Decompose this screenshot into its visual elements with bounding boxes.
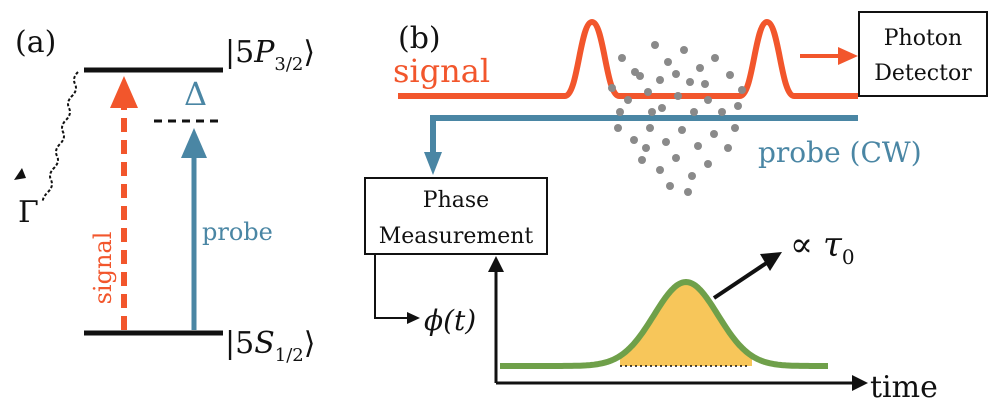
- atom-dot: [630, 136, 638, 144]
- atom-dot: [711, 54, 719, 62]
- probe-beam: [430, 115, 858, 155]
- atom-dot: [616, 108, 624, 116]
- atom-dot: [696, 64, 704, 72]
- atom-dot: [686, 78, 694, 86]
- atom-dot: [710, 130, 718, 138]
- detector-label-line1: Photon: [884, 26, 962, 51]
- atom-cloud: [608, 41, 746, 196]
- atom-dot: [684, 188, 692, 196]
- atom-dot: [614, 124, 622, 132]
- atom-dot: [664, 58, 672, 66]
- phi-label: ϕ(t): [424, 304, 476, 337]
- atom-dot: [726, 71, 734, 79]
- decay-wavy-line: [41, 71, 79, 203]
- time-axis-label: time: [870, 370, 938, 405]
- upper-level-label: |5P3/2⟩: [225, 35, 315, 75]
- atom-dot: [642, 144, 650, 152]
- atom-dot: [701, 80, 709, 88]
- atom-dot: [694, 142, 702, 150]
- atom-dot: [738, 86, 746, 94]
- tau-label: ∝ τ0: [790, 225, 855, 269]
- panel-b-label: (b): [398, 21, 441, 56]
- atom-dot: [648, 108, 656, 116]
- atom-dot: [624, 96, 632, 104]
- photon-detector-box: Photon Detector: [858, 11, 988, 97]
- atom-dot: [662, 138, 670, 146]
- probe-beam-arrowhead: [424, 152, 442, 175]
- probe-transition-label: probe: [202, 218, 273, 246]
- atom-dot: [644, 88, 652, 96]
- detector-label-line2: Detector: [874, 61, 972, 86]
- phase-pulse-fill: [620, 282, 752, 366]
- atom-dot: [718, 108, 726, 116]
- decay-arrowhead: [14, 168, 26, 180]
- atom-dot: [734, 102, 742, 110]
- plot-x-axis-arrowhead: [852, 375, 868, 391]
- phase-output-arrowhead: [407, 312, 420, 324]
- atom-dot: [704, 96, 712, 104]
- atom-dot: [656, 166, 664, 174]
- atom-dot: [731, 124, 739, 132]
- signal-transition-label: signal: [89, 232, 117, 305]
- atom-dot: [672, 154, 680, 162]
- probe-arrowhead: [181, 128, 207, 158]
- detuning-symbol: Δ: [184, 75, 207, 113]
- atom-dot: [672, 70, 680, 78]
- decay-symbol: Γ: [18, 195, 39, 230]
- tau-pointer-arrowhead: [760, 252, 782, 271]
- probe-beam-label: probe (CW): [758, 136, 922, 169]
- phase-pulse-curve: [499, 279, 829, 369]
- signal-to-detector-arrowhead: [838, 47, 858, 65]
- atom-dot: [678, 126, 686, 134]
- atom-dot: [618, 54, 626, 62]
- phase-measurement-box: Phase Measurement: [364, 177, 548, 255]
- atom-dot: [608, 84, 616, 92]
- signal-beam-label: signal: [393, 52, 490, 90]
- atom-dot: [680, 46, 688, 54]
- signal-arrowhead: [110, 76, 138, 108]
- atom-dot: [688, 172, 696, 180]
- atom-dot: [651, 41, 659, 49]
- atom-dot: [704, 160, 712, 168]
- atom-dot: [690, 108, 698, 116]
- lower-level-label: |5S1/2⟩: [225, 326, 315, 366]
- atom-dot: [724, 144, 732, 152]
- phase-output-connector: [374, 254, 410, 319]
- atom-dot: [646, 124, 654, 132]
- atom-dot: [638, 156, 646, 164]
- atom-dot: [658, 104, 666, 112]
- panel-a-label: (a): [15, 25, 56, 60]
- tau-pointer-arrow: [712, 260, 770, 300]
- phase-box-line2: Measurement: [379, 224, 534, 249]
- atom-dot: [636, 72, 644, 80]
- atom-dot: [674, 92, 682, 100]
- plot-y-axis-arrowhead: [488, 256, 504, 272]
- atom-dot: [656, 76, 664, 84]
- phase-box-line1: Phase: [423, 188, 489, 213]
- atom-dot: [666, 182, 674, 190]
